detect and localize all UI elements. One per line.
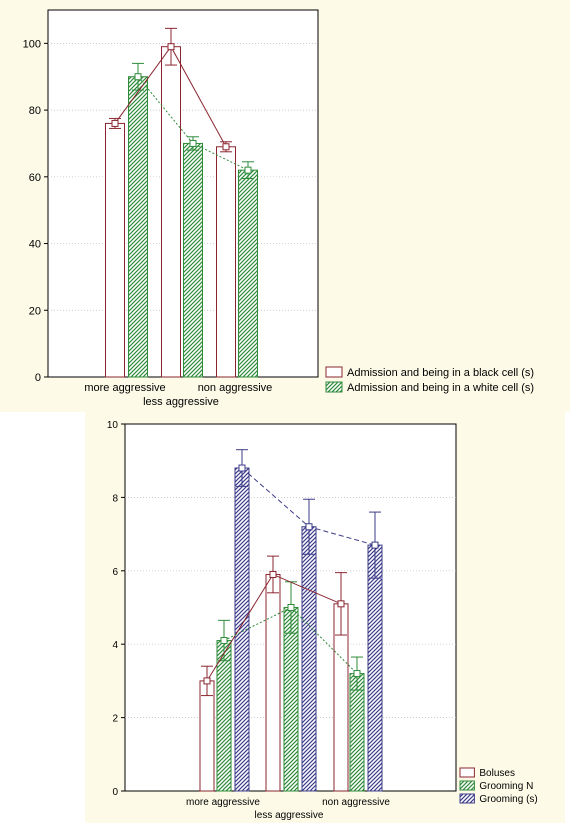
- top-marker-admission-and-being-in-a-black-cell-s: [111, 119, 119, 127]
- bottom-bar-grooming-n-more-aggressive: [216, 640, 232, 792]
- chart-admission-time: 0 20 40 60 80 100 more aggressive less aggressi…: [0, 0, 570, 412]
- bottom-x-tick-label-non-aggressive: non aggressive: [322, 797, 390, 808]
- bottom-bar-boluses-less-aggressive: [265, 573, 281, 792]
- top-marker-admission-and-being-in-a-black-cell-s: [167, 43, 175, 51]
- bottom-legend-label-grooming-n: Grooming N: [479, 781, 533, 792]
- bottom-bar-grooming-s-less-aggressive: [301, 526, 317, 792]
- bottom-line-grooming-n: [223, 606, 358, 674]
- bottom-x-tick-label-less-aggressive: less aggressive: [255, 810, 324, 821]
- bottom-legend-label-grooming-s: Grooming (s): [479, 794, 537, 805]
- bottom-marker-grooming-s: [238, 464, 246, 472]
- top-x-tick-label-less-aggressive: less aggressive: [143, 396, 219, 408]
- top-y-tick-label: 20: [29, 305, 41, 317]
- bottom-marker-grooming-n: [287, 604, 295, 611]
- top-legend-label-admission-and-being-in-a-white-cell-s: Admission and being in a white cell (s): [347, 382, 534, 394]
- top-legend-swatch-admission-and-being-in-a-black-cell-s: [325, 366, 343, 378]
- top-bar-admission-and-being-in-a-black-cell-s-non-aggressive: [216, 146, 236, 378]
- top-y-tick-label: 0: [35, 372, 41, 384]
- bottom-legend-swatch-grooming-s: [459, 793, 475, 804]
- bottom-y-tick-label: 4: [112, 640, 118, 651]
- top-y-tick-label: 40: [29, 239, 41, 251]
- bottom-marker-grooming-n: [220, 637, 228, 645]
- top-bar-admission-and-being-in-a-black-cell-s-more-aggressive: [105, 122, 125, 378]
- top-y-tick-label: 80: [29, 105, 41, 117]
- top-legend-swatch-admission-and-being-in-a-white-cell-s: [325, 381, 343, 393]
- top-marker-admission-and-being-in-a-white-cell-s: [244, 166, 252, 174]
- bottom-x-tick-label-more-aggressive: more aggressive: [186, 797, 260, 808]
- bottom-y-tick-label: 10: [107, 420, 119, 431]
- top-bar-admission-and-being-in-a-white-cell-s-more-aggressive: [128, 76, 148, 378]
- bottom-y-tick-label: 0: [112, 787, 118, 798]
- bottom-marker-grooming-s: [371, 541, 379, 549]
- top-line-admission-and-being-in-a-white-cell-s: [137, 76, 249, 171]
- top-y-tick-label: 100: [23, 38, 41, 50]
- bottom-legend-swatch-boluses: [459, 767, 475, 778]
- chart-admission-time-svg: 0 20 40 60 80 100 more aggressive less aggressi…: [23, 9, 534, 408]
- top-legend-label-admission-and-being-in-a-black-cell-s: Admission and being in a black cell (s): [347, 367, 534, 379]
- bottom-legend-swatch-grooming-n: [459, 780, 475, 791]
- bottom-y-tick-label: 6: [112, 567, 118, 578]
- chart-boluses-grooming-svg: 0 2 4 6 8 10 more aggressive less aggressive non…: [107, 420, 538, 821]
- top-bar-admission-and-being-in-a-black-cell-s-less-aggressive: [161, 46, 181, 378]
- top-bar-admission-and-being-in-a-white-cell-s-non-aggressive: [238, 169, 258, 378]
- bottom-legend-label-boluses: Boluses: [479, 768, 515, 779]
- top-x-tick-label-non-aggressive: non aggressive: [198, 382, 273, 394]
- top-marker-admission-and-being-in-a-black-cell-s: [222, 143, 230, 151]
- top-y-tick-label: 60: [29, 172, 41, 184]
- bottom-bar-boluses-more-aggressive: [199, 680, 215, 792]
- bottom-bar-grooming-n-non-aggressive: [349, 673, 365, 792]
- bottom-marker-grooming-s: [305, 523, 313, 531]
- top-bar-admission-and-being-in-a-white-cell-s-less-aggressive: [183, 142, 203, 378]
- bottom-marker-boluses: [269, 570, 277, 578]
- bottom-marker-boluses: [337, 600, 345, 608]
- top-marker-admission-and-being-in-a-white-cell-s: [134, 73, 142, 81]
- bottom-bar-grooming-n-less-aggressive: [283, 607, 299, 792]
- bottom-bar-grooming-s-non-aggressive: [367, 544, 383, 792]
- bottom-marker-boluses: [203, 677, 211, 685]
- top-marker-admission-and-being-in-a-white-cell-s: [189, 139, 197, 147]
- top-x-tick-label-more-aggressive: more aggressive: [84, 382, 165, 394]
- bottom-y-tick-label: 8: [112, 493, 118, 504]
- bottom-marker-grooming-n: [353, 670, 361, 678]
- chart-boluses-grooming: 0 2 4 6 8 10 more aggressive less aggressive non…: [85, 412, 565, 823]
- bottom-y-tick-label: 2: [112, 714, 118, 725]
